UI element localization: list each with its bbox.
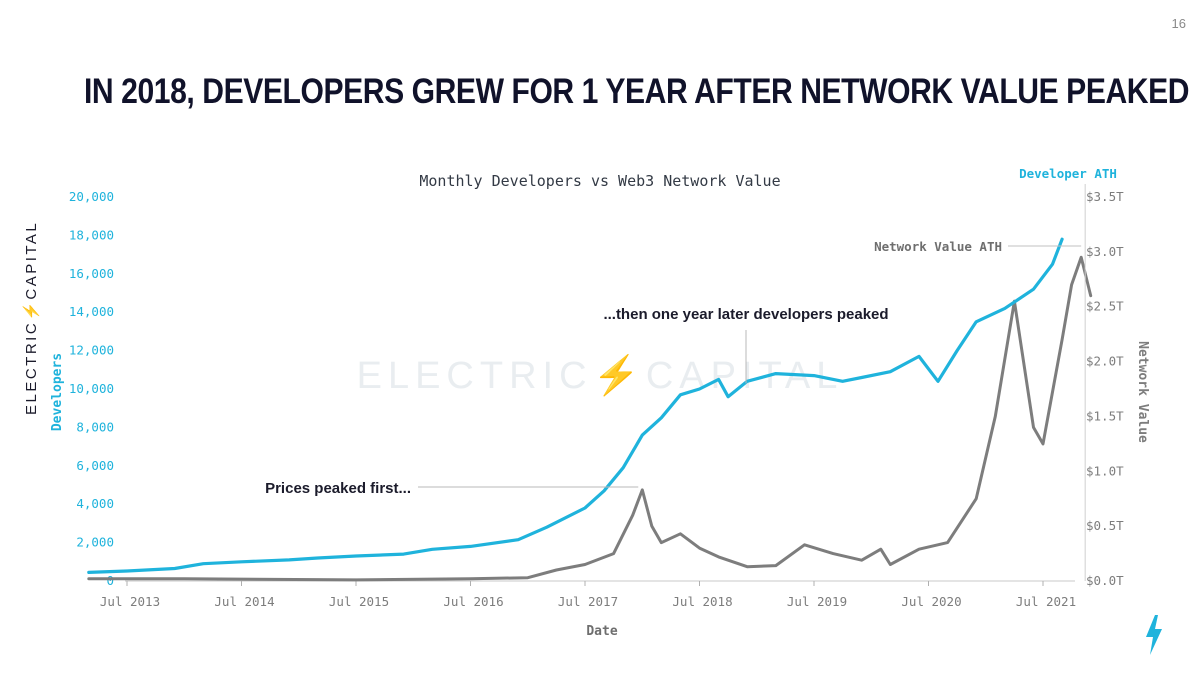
- y-left-tick-label: 8,000: [76, 419, 114, 434]
- x-tick-label: Jul 2014: [214, 594, 274, 609]
- slide-number: 16: [1171, 16, 1186, 31]
- x-tick-label: Jul 2013: [100, 594, 160, 609]
- annotation-network-value-ath: Network Value ATH: [874, 239, 1002, 254]
- x-axis-label: Date: [586, 624, 617, 639]
- y-right-tick-label: $3.0T: [1086, 244, 1124, 259]
- y-left-tick-label: 4,000: [76, 496, 114, 511]
- annotation-prices-peaked: Prices peaked first...: [265, 480, 411, 497]
- watermark: ELECTRIC⚡CAPITAL: [357, 353, 844, 398]
- x-tick-label: Jul 2017: [558, 594, 618, 609]
- series-line-network-value: [87, 255, 1093, 582]
- annotation-developer-ath: Developer ATH: [1019, 166, 1117, 181]
- y-left-tick-label: 16,000: [69, 266, 114, 281]
- x-tick-label: Jul 2021: [1016, 594, 1076, 609]
- y-right-axis-label: Network Value: [1135, 341, 1150, 443]
- y-left-axis-label: Developers: [50, 353, 65, 431]
- y-left-tick-label: 20,000: [69, 189, 114, 204]
- y-right-tick-label: $2.5T: [1086, 299, 1124, 314]
- x-tick-label: Jul 2018: [672, 594, 732, 609]
- y-right-tick-label: $0.5T: [1086, 518, 1124, 533]
- y-left-tick-label: 12,000: [69, 343, 114, 358]
- y-left-tick-label: 18,000: [69, 227, 114, 242]
- annotation-developers-peaked: ...then one year later developers peaked: [603, 306, 888, 323]
- chart-title: Monthly Developers vs Web3 Network Value: [419, 172, 780, 190]
- x-tick-label: Jul 2015: [329, 594, 389, 609]
- y-left-tick-label: 14,000: [69, 304, 114, 319]
- bolt-icon: [1146, 615, 1162, 655]
- y-left-tick-label: 2,000: [76, 535, 114, 550]
- y-right-tick-label: $0.0T: [1086, 573, 1124, 588]
- page-title: IN 2018, DEVELOPERS GREW FOR 1 YEAR AFTE…: [84, 72, 1190, 111]
- y-right-tick-label: $1.5T: [1086, 408, 1124, 423]
- x-tick-label: Jul 2016: [443, 594, 503, 609]
- y-left-tick-label: 6,000: [76, 458, 114, 473]
- y-left-tick-label: 10,000: [69, 381, 114, 396]
- x-tick-label: Jul 2019: [787, 594, 847, 609]
- y-right-tick-label: $3.5T: [1086, 189, 1124, 204]
- series-line-developers: [87, 237, 1064, 574]
- y-right-tick-label: $1.0T: [1086, 463, 1124, 478]
- y-right-tick-label: $2.0T: [1086, 354, 1124, 369]
- x-tick-label: Jul 2020: [901, 594, 961, 609]
- y-left-tick-label: 0: [106, 573, 114, 588]
